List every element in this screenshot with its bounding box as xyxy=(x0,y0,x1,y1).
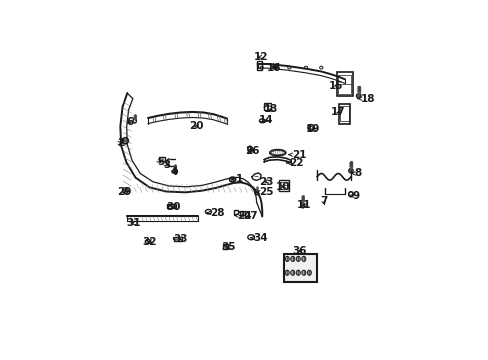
Bar xyxy=(159,157,164,161)
Text: 1: 1 xyxy=(232,174,242,184)
Text: 19: 19 xyxy=(305,124,320,134)
Text: 13: 13 xyxy=(264,104,278,114)
Bar xyxy=(338,75,350,94)
Text: 6: 6 xyxy=(126,117,133,127)
Text: 15: 15 xyxy=(328,81,343,91)
Bar xyxy=(256,61,262,69)
Text: 18: 18 xyxy=(357,94,375,104)
Text: 24: 24 xyxy=(234,211,252,221)
Bar xyxy=(223,244,228,249)
Text: 25: 25 xyxy=(256,187,273,197)
Ellipse shape xyxy=(174,170,176,172)
Bar xyxy=(340,107,348,121)
Ellipse shape xyxy=(349,170,351,172)
Text: 7: 7 xyxy=(319,196,326,206)
Bar xyxy=(284,255,316,282)
Bar xyxy=(264,103,270,110)
Ellipse shape xyxy=(357,95,359,97)
Text: 27: 27 xyxy=(240,211,257,221)
Ellipse shape xyxy=(123,139,126,142)
Ellipse shape xyxy=(255,192,257,193)
Text: 17: 17 xyxy=(330,108,345,117)
Text: 8: 8 xyxy=(351,168,361,179)
Text: 26: 26 xyxy=(245,146,260,156)
Text: 3: 3 xyxy=(163,159,170,170)
Bar xyxy=(336,72,352,96)
Bar xyxy=(168,204,175,208)
Text: 34: 34 xyxy=(250,233,267,243)
Text: 31: 31 xyxy=(126,219,141,228)
Text: 20: 20 xyxy=(189,121,203,131)
Text: 30: 30 xyxy=(166,202,180,212)
Ellipse shape xyxy=(301,204,303,206)
Bar xyxy=(174,237,182,241)
Text: 16: 16 xyxy=(267,63,281,73)
Text: 32: 32 xyxy=(142,237,157,247)
Text: 11: 11 xyxy=(297,201,311,210)
Text: 2: 2 xyxy=(117,138,124,148)
Ellipse shape xyxy=(224,245,226,247)
Bar xyxy=(338,104,350,123)
Text: 5: 5 xyxy=(157,157,164,167)
Text: 22: 22 xyxy=(286,158,304,168)
Text: 33: 33 xyxy=(173,234,187,244)
Bar xyxy=(240,211,244,215)
Ellipse shape xyxy=(124,189,126,192)
Bar xyxy=(233,210,238,214)
Text: 28: 28 xyxy=(207,208,224,218)
Text: 10: 10 xyxy=(276,182,290,192)
Text: 36: 36 xyxy=(292,246,306,256)
Ellipse shape xyxy=(231,178,233,181)
Bar xyxy=(278,180,289,191)
Text: 29: 29 xyxy=(117,187,132,197)
Text: 35: 35 xyxy=(221,242,236,252)
Text: 4: 4 xyxy=(170,167,178,177)
Text: 9: 9 xyxy=(349,191,359,201)
Text: 21: 21 xyxy=(288,150,305,159)
Bar xyxy=(280,182,287,189)
Text: 12: 12 xyxy=(253,52,267,62)
Text: 23: 23 xyxy=(259,177,273,187)
Text: 14: 14 xyxy=(259,115,273,125)
